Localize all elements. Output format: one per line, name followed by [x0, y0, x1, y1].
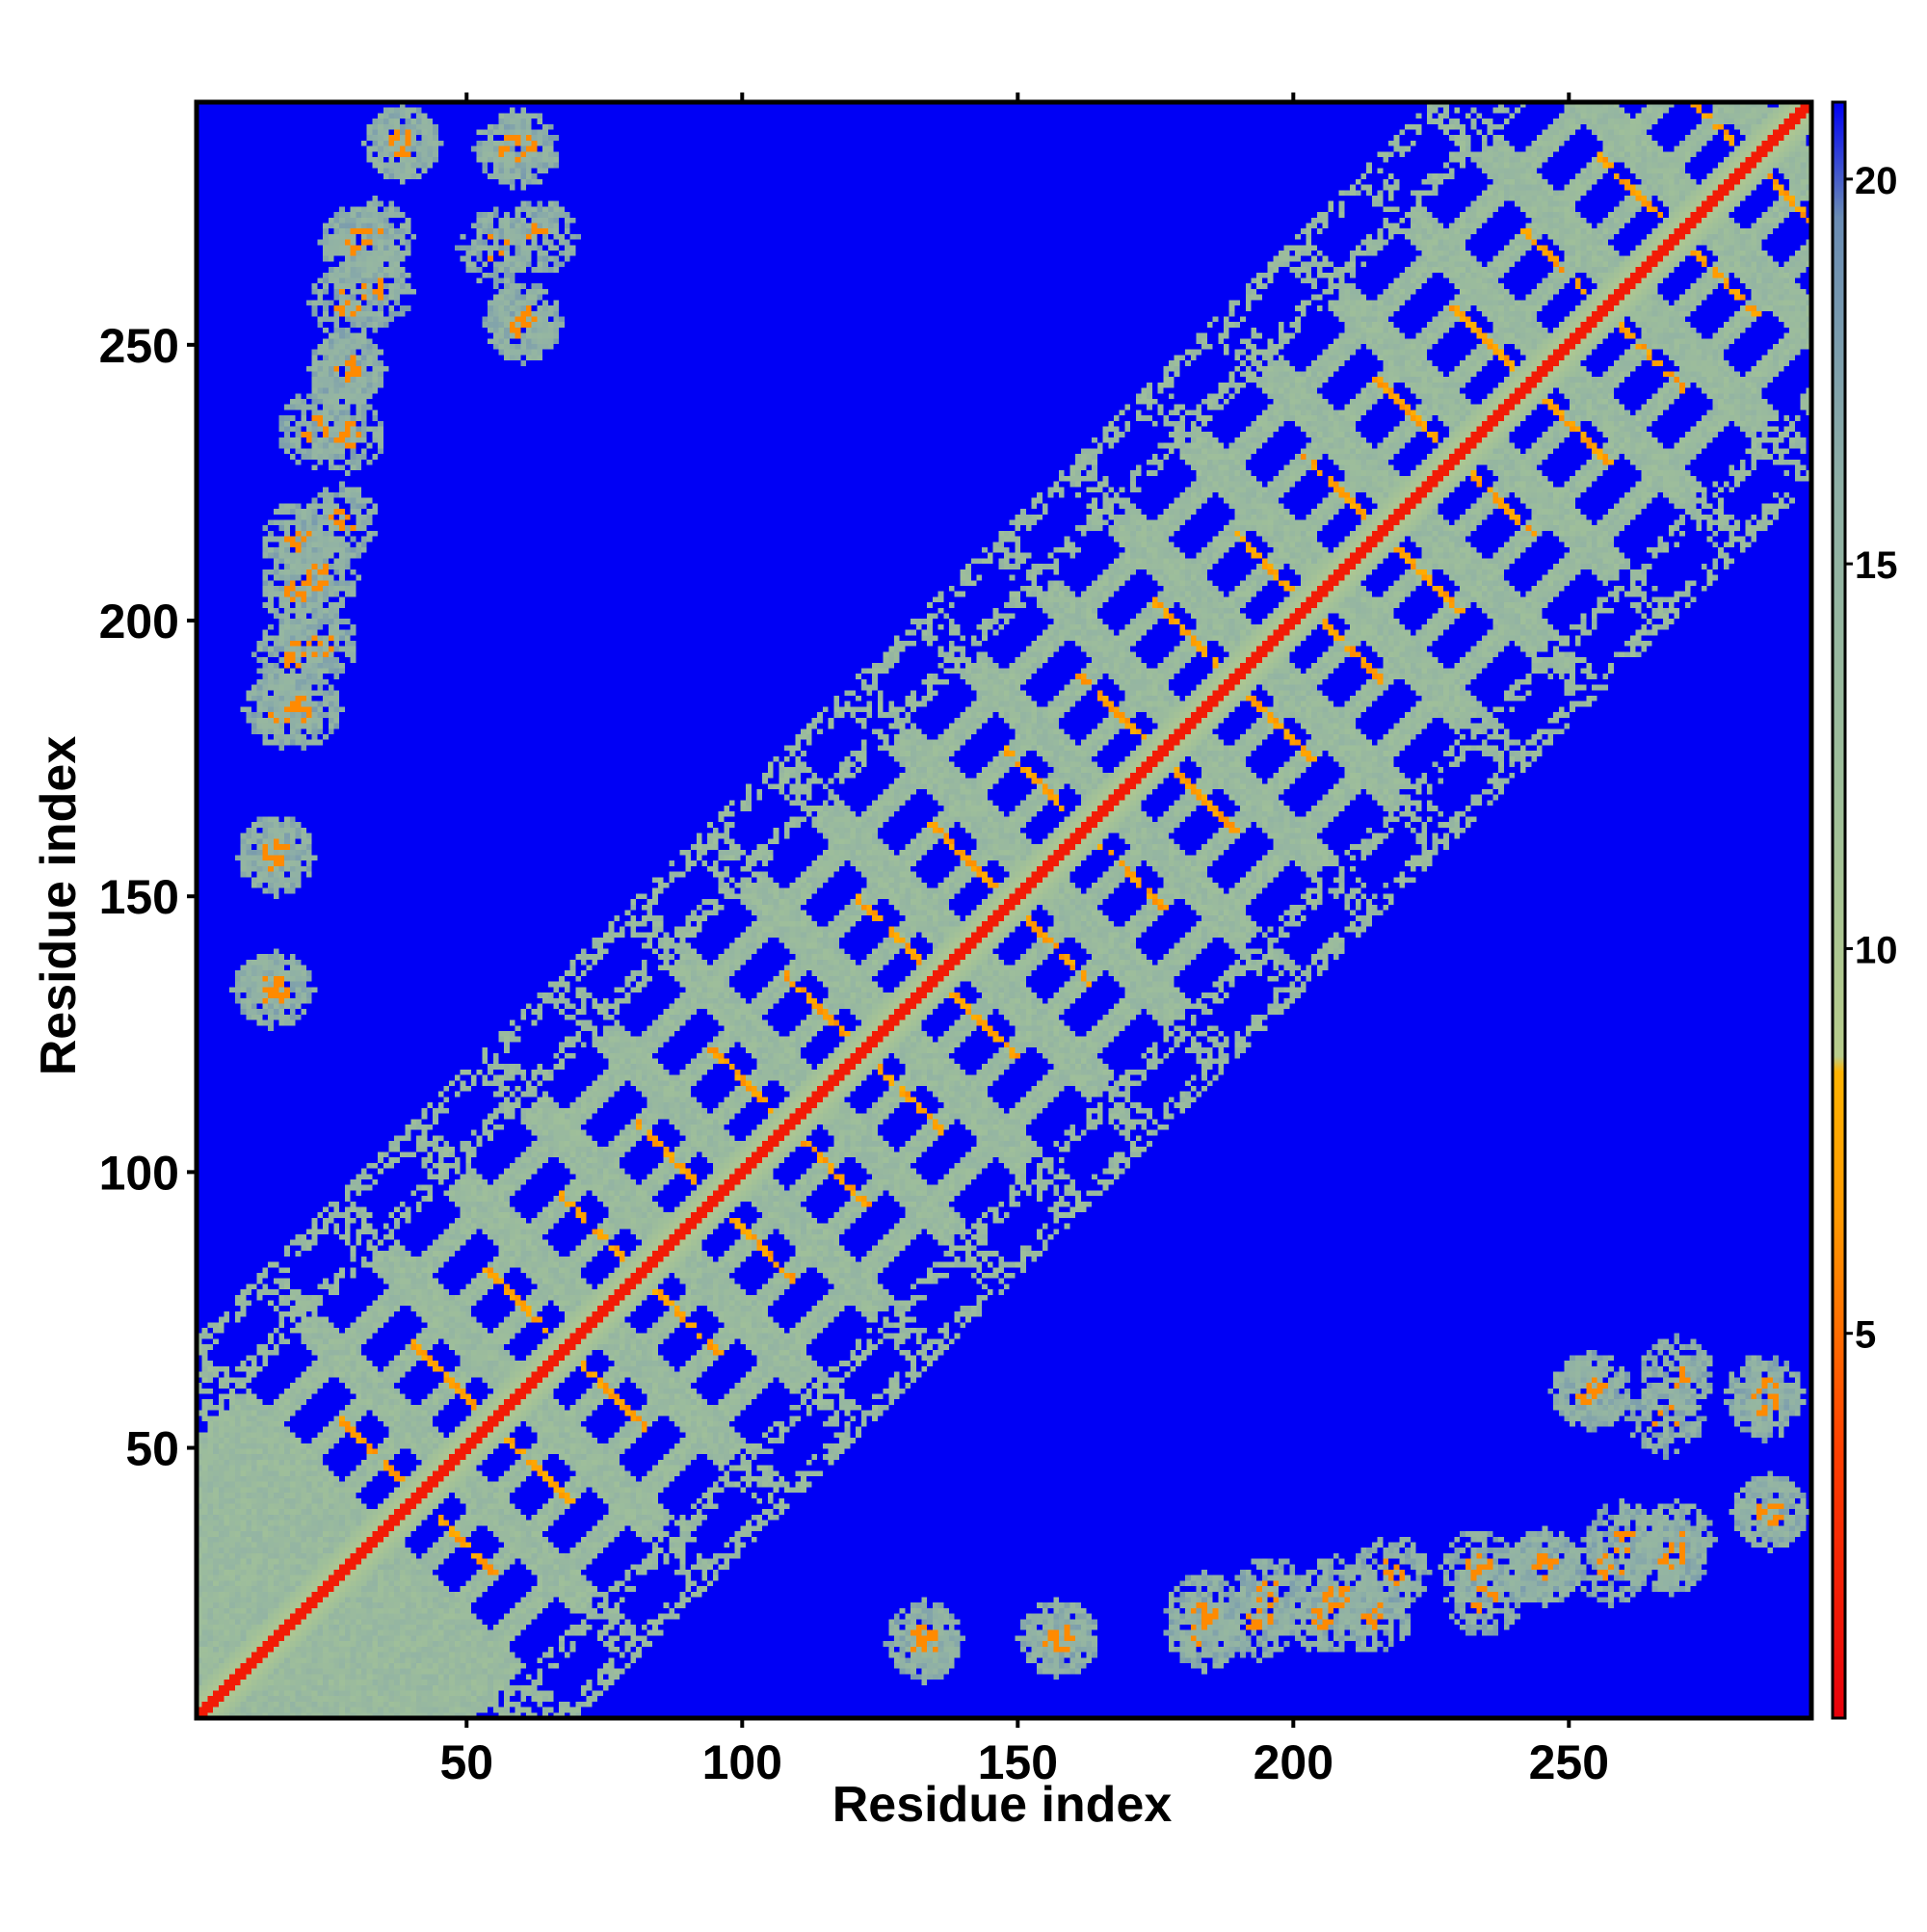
y-tick-label: 250: [99, 319, 179, 373]
colorbar-tick-label: 5: [1855, 1314, 1876, 1357]
x-axis-label: Residue index: [832, 1777, 1173, 1833]
y-tick-label: 100: [99, 1146, 179, 1200]
y-axis-label: Residue index: [31, 736, 87, 1076]
x-tick-label: 250: [1529, 1735, 1609, 1789]
x-tick-label: 150: [978, 1735, 1058, 1789]
plot-area: [197, 102, 1811, 1718]
plot-frame: [194, 99, 1814, 1721]
colorbar-tick-label: 20: [1855, 160, 1898, 202]
x-tick-label: 100: [702, 1735, 782, 1789]
x-tick-label: 50: [439, 1735, 493, 1789]
colorbar-gradient: [1831, 100, 1847, 1720]
y-tick-label: 200: [99, 595, 179, 648]
x-tick-label: 200: [1254, 1735, 1333, 1789]
colorbar: 5 10 15 20: [1831, 100, 1898, 1720]
y-tick-label: 150: [99, 870, 179, 924]
colorbar-tick-label: 10: [1855, 929, 1898, 971]
y-tick-label: 50: [125, 1422, 179, 1476]
colorbar-tick-label: 15: [1855, 544, 1898, 587]
heatmap-cells: [197, 102, 1811, 1718]
axes: 50 100 150 200 250 50 100 150 200 250: [99, 93, 1814, 1789]
